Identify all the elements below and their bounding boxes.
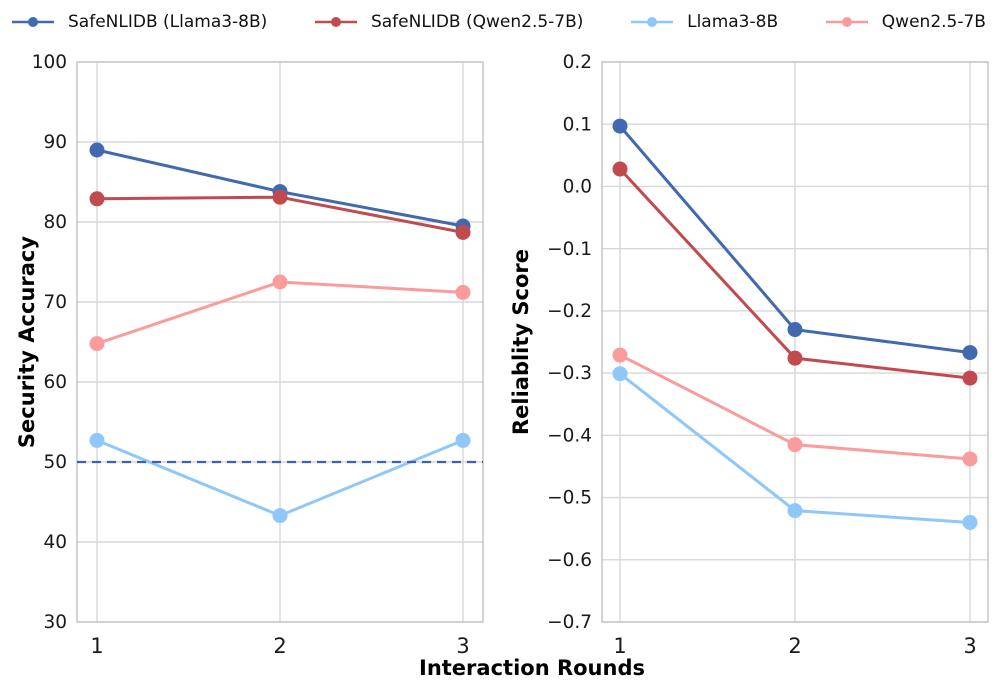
left-chart-y-tick-label: 90 [43,132,67,153]
right-chart-data-point [787,350,803,366]
legend-item: Llama3-8B [629,12,778,32]
left-chart-spines [76,61,484,623]
legend-item: SafeNLIDB (Llama3-8B) [10,12,267,32]
right-chart-data-point [962,451,978,467]
right-chart-data-point [962,345,978,361]
line-dot-icon [825,17,868,27]
right-chart-x-tick-label: 2 [788,634,801,658]
right-chart-data-point [612,366,628,382]
left-chart-y-tick-label: 80 [43,212,67,233]
left-chart-y-tick-label: 70 [43,292,67,313]
left-chart-y-tick-label: 100 [32,52,67,73]
left-chart-y-tick-label: 40 [43,532,67,553]
left-chart-data-point [89,191,105,207]
right-chart-data-point [787,503,803,519]
left-chart-y-tick-label: 60 [43,372,67,393]
right-chart-data-point [612,347,628,363]
right-chart-y-tick-label: −0.2 [547,301,592,322]
right-chart-data-point [787,322,803,338]
right-chart-spines [601,61,989,623]
left-chart-data-point [455,284,471,300]
legend-item: SafeNLIDB (Qwen2.5-7B) [313,12,583,32]
right-chart-y-tick-label: 0.1 [563,114,592,135]
line-dot-icon [631,17,674,27]
right-chart-data-point [962,514,978,530]
right-chart-y-tick-label: 0.2 [563,52,592,73]
legend-item-label: SafeNLIDB (Qwen2.5-7B) [370,12,584,32]
legend-item-label: SafeNLIDB (Llama3-8B) [68,12,268,32]
left-chart-data-point [455,224,471,240]
line-dot-icon [12,17,54,27]
legend-item-label: Qwen2.5-7B [881,12,986,32]
left-y-axis-label: Security Accuracy [15,235,39,449]
right-chart: 0.2 0.1 0.0 −0.1 −0.2 −0.3 −0.4 −0.5 −0.6 −0.7 1 2 3 [547,52,989,658]
left-chart-data-point [272,189,288,205]
line-dot-icon [314,17,357,27]
left-chart-y-tick-label: 30 [43,612,67,633]
left-chart-y-tick-label: 50 [43,452,67,473]
right-chart-y-tick-label: −0.1 [547,239,592,260]
left-chart: 100 90 80 70 60 50 40 30 1 2 3 [32,52,484,658]
legend-item: Qwen2.5-7B [824,12,986,32]
left-chart-data-point [272,274,288,290]
x-axis-label: Interaction Rounds [419,656,645,680]
left-chart-x-tick-label: 2 [273,634,286,658]
left-chart-x-tick-label: 3 [456,634,469,658]
right-chart-data-point [962,370,978,386]
right-chart-x-tick-label: 1 [613,634,626,658]
right-chart-y-tick-label: −0.4 [547,425,592,446]
right-chart-y-tick-label: 0.0 [563,177,592,198]
right-chart-data-point [787,437,803,453]
legend: SafeNLIDB (Llama3-8B) SafeNLIDB (Qwen2.5-… [0,8,996,36]
right-chart-y-tick-label: −0.5 [547,488,592,509]
left-chart-data-point [89,142,105,158]
left-chart-data-point [89,432,105,448]
right-chart-x-tick-label: 3 [963,634,976,658]
right-chart-y-tick-label: −0.6 [547,550,592,571]
left-chart-data-point [455,432,471,448]
right-chart-y-tick-label: −0.3 [547,363,592,384]
left-chart-data-point [272,508,288,524]
right-y-axis-label: Reliablity Score [509,248,533,436]
left-chart-data-point [89,336,105,352]
right-chart-y-tick-label: −0.7 [547,612,592,633]
legend-item-label: Llama3-8B [687,12,779,32]
right-chart-data-point [612,118,628,134]
right-chart-data-point [612,161,628,177]
left-chart-x-tick-label: 1 [90,634,103,658]
